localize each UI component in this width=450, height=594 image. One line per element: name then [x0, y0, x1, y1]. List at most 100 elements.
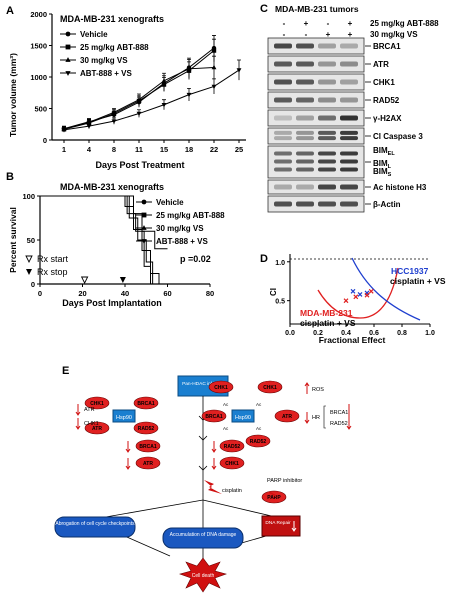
legend-marker: [65, 71, 71, 76]
data-point: [61, 128, 67, 133]
ci-point-x-icon: [353, 294, 359, 300]
hr-label: HR: [312, 415, 320, 421]
ac-label: Ac: [256, 426, 262, 431]
blot-band: [340, 61, 358, 67]
dna-repair-label: DNA Repair: [265, 520, 291, 526]
x-tick-label: 4: [87, 145, 92, 154]
side-left-chk1: CHK1: [84, 421, 99, 427]
protein-oval: [133, 396, 159, 410]
ac-label: Ac: [223, 402, 229, 407]
legend-label: 25 mg/kg ABT-888: [80, 43, 149, 52]
condition-sign: -: [283, 30, 286, 39]
blot-band: [296, 43, 314, 49]
cisplatin-label: cisplatin: [222, 488, 242, 494]
blot-band: [296, 136, 314, 141]
down-arrow-red-icon: [75, 425, 81, 430]
panel-a-title: MDA-MB-231 xenografts: [60, 14, 164, 24]
legend-label: ABT-888 + VS: [80, 69, 132, 78]
mda-mb-231-label: MDA-MB-231: [300, 308, 353, 318]
data-point: [236, 68, 242, 73]
data-point: [186, 66, 192, 71]
legend-label: Vehicle: [156, 198, 184, 207]
blot-band: [274, 201, 292, 207]
panel-b-x-ticks: 0 20 40 60 80: [38, 284, 214, 298]
x-tick-label: 0.2: [313, 330, 323, 337]
data-point: [211, 48, 217, 53]
blot-label: BIMEL: [373, 146, 395, 157]
acetylated-hsp90-label: Hsp90: [235, 415, 251, 421]
survival-curve: [40, 195, 168, 250]
rx-stop-filled-triangle-icon: [26, 269, 32, 275]
protein-oval: [84, 396, 110, 410]
panel-b-xlabel: Days Post Implantation: [62, 298, 162, 308]
x-tick-label: 20: [78, 289, 86, 298]
up-arrow-red-icon: [304, 382, 310, 387]
blot-band: [318, 136, 336, 141]
protein-label: CHK1: [225, 461, 239, 467]
blot-band: [274, 130, 292, 135]
accumulation-box: [162, 527, 244, 549]
condition-label: 30 mg/kg VS: [370, 30, 418, 39]
blot-band: [340, 130, 358, 135]
blot-band: [274, 79, 292, 85]
blot-band: [340, 97, 358, 103]
y-tick-label: 1.0: [275, 260, 285, 267]
parp-inhibitor-label: PARP inhibitor: [267, 478, 302, 484]
blot-band: [274, 184, 292, 190]
panel-b-title: MDA-MB-231 xenografts: [60, 182, 164, 192]
accumulation-label: Accumulation of DNA damage: [170, 532, 237, 538]
parp-inhibit-bar-icon: [268, 491, 277, 497]
blot-label: γ-H2AX: [373, 114, 402, 123]
data-point: [186, 92, 192, 98]
blot-band: [318, 61, 336, 67]
hcc1937-label: HCC1937: [391, 266, 429, 276]
mda-mb-231-sublabel: cisplatin + VS: [300, 318, 356, 328]
panel-a-ylabel: Tumor volume (mm³): [8, 53, 18, 137]
dna-repair-box: [261, 515, 301, 537]
protein-oval: [219, 456, 245, 470]
y-tick-label: 100: [22, 192, 35, 201]
x-tick-label: 22: [210, 145, 218, 154]
legend-marker: [141, 239, 147, 244]
blot-band: [318, 97, 336, 103]
panel-b-ylabel: Percent survival: [8, 207, 18, 273]
blot-band: [296, 184, 314, 190]
blot-band: [340, 136, 358, 141]
ac-label: Ac: [256, 402, 262, 407]
arrow-abrogation-to-death: [119, 533, 171, 557]
protein-label: CHK1: [90, 401, 104, 407]
blot-band: [318, 79, 336, 85]
blot-label: RAD52: [373, 96, 400, 105]
y-tick-label: 1000: [30, 73, 47, 82]
x-tick-label: 8: [112, 145, 116, 154]
blot-band: [318, 167, 336, 172]
protein-oval: [274, 409, 300, 423]
protein-label: RAD52: [138, 426, 155, 432]
data-point: [211, 84, 217, 90]
protein-oval: [135, 456, 161, 470]
blot-band: [274, 97, 292, 103]
blot-band: [274, 151, 292, 156]
protein-oval: [84, 421, 110, 435]
blot-band: [340, 184, 358, 190]
hr-bracket: [323, 405, 326, 429]
protein-oval: [219, 439, 245, 453]
panel-d-y-ticks: 0.5 1.0: [275, 260, 290, 306]
x-tick-label: 0.8: [397, 330, 407, 337]
y-tick-label: 1500: [30, 42, 47, 51]
cell-death-label: Cell death: [192, 573, 215, 579]
panel-b-letter: B: [6, 171, 14, 183]
blot-label: ATR: [373, 60, 389, 69]
blot-label: BIML: [373, 159, 392, 170]
protein-oval: [257, 380, 283, 394]
panel-b-rx-key: Rx start Rx stop: [25, 254, 69, 277]
condition-sign: +: [348, 19, 353, 28]
panel-a-legend: Vehicle 25 mg/kg ABT-888 30 mg/kg VS ABT-88…: [60, 30, 149, 78]
blot-band: [274, 159, 292, 164]
hsp90-client-complex-left: Hsp90: [112, 409, 136, 423]
blot-band: [340, 43, 358, 49]
protein-oval: [201, 409, 227, 423]
blot-band: [318, 43, 336, 49]
acetylated-hsp90-box: [231, 409, 255, 423]
